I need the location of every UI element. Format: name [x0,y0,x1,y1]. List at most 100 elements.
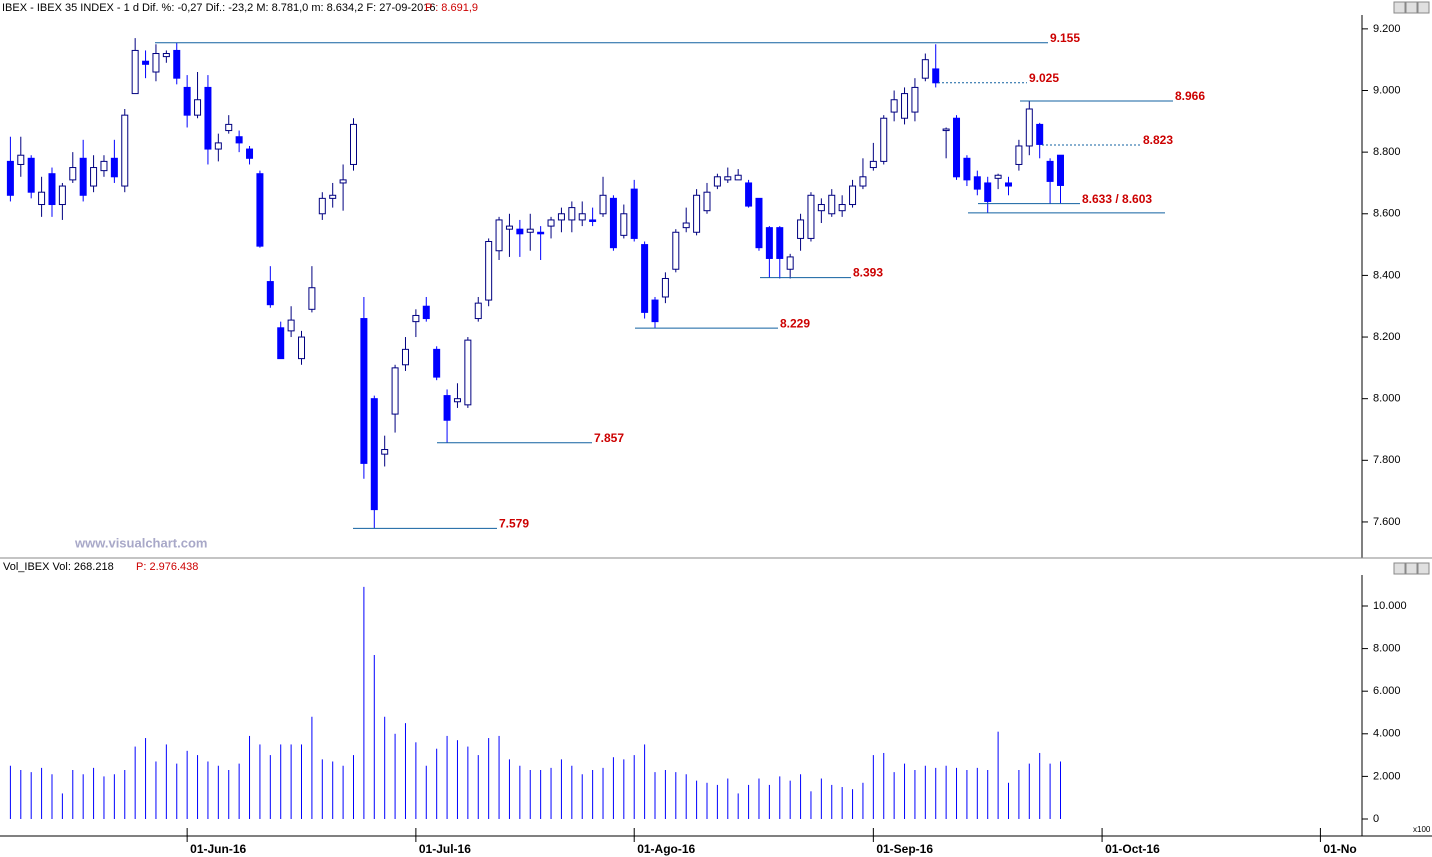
candle-body [246,148,254,159]
candle-body [298,336,306,360]
candle-body [849,185,857,206]
candle-body [880,117,888,162]
y-tick-label: 7.600 [1373,516,1401,528]
candle-body [183,86,191,116]
y-tick-label: 8.600 [1373,208,1401,220]
candle-body [807,194,815,239]
level-label: 9.155 [1050,31,1080,45]
candle-body [173,49,181,79]
btn-min[interactable] [1393,562,1406,575]
candle-body [287,319,295,332]
y-tick-label: 8.400 [1373,269,1401,281]
candle-body [682,222,690,229]
candle-body [308,287,316,310]
y-tick-label: 8.000 [1373,393,1401,405]
candle-body [557,213,565,221]
candle-body [661,277,669,298]
level-label: 8.633 / 8.603 [1082,192,1152,206]
candle-body [277,327,285,360]
x-tick-label: 01-Oct-16 [1105,842,1160,856]
candle-body [422,305,430,320]
level-label: 8.229 [780,316,810,330]
btn-max[interactable] [1405,562,1418,575]
candle-body [869,160,877,169]
candle-body [100,160,108,172]
candle-body [953,117,961,178]
btn-close[interactable] [1417,562,1430,575]
candle-body [516,228,524,235]
watermark: www.visualchart.com [74,535,207,550]
candle-body [48,173,56,206]
candle-body [630,188,638,239]
candle-body [412,314,420,323]
candle-body [921,59,929,79]
candle-body [381,449,389,455]
candle-body [901,93,909,119]
candle-body [984,182,992,202]
price-label: P : 8.691,9 [425,2,478,14]
candle-body [755,197,763,249]
y-tick-label: 0 [1373,813,1379,825]
candle-body [453,398,461,403]
candle-body [121,114,129,187]
candle-body [225,123,233,132]
candle-body [838,204,846,212]
candle-body [162,53,170,58]
candle-body [817,204,825,212]
btn-max[interactable] [1405,1,1418,14]
y-tick-label: 8.800 [1373,146,1401,158]
candle-body [1056,154,1064,186]
candle-body [578,213,586,221]
candle-body [932,68,940,84]
candle-body [152,53,160,73]
candle-body [620,213,628,236]
candle-body [745,182,753,207]
candle-body [204,86,212,150]
level-label: 8.966 [1175,89,1205,103]
candle-body [1005,182,1013,187]
y-tick-label: 4.000 [1373,728,1401,740]
candle-body [609,197,617,249]
candle-body [474,302,482,320]
unit-label: x100 [1413,825,1431,834]
candle-body [391,367,399,415]
candle-body [911,86,919,113]
candle-body [433,348,441,378]
candle-body [58,185,66,206]
candle-body [651,299,659,323]
candle-body [318,197,326,215]
candle-body [1025,108,1033,147]
candle-body [214,142,222,150]
candle-body [776,227,784,259]
candle-body [1015,145,1023,165]
level-label: 8.393 [853,266,883,280]
candle-body [266,281,274,306]
candle-body [713,176,721,187]
candle-body [142,60,150,65]
window-buttons[interactable] [1393,1,1430,575]
candle-body [90,167,98,187]
candle-body [329,194,337,199]
candle-body [401,348,409,366]
candle-body [360,318,368,464]
candle-body [589,219,597,222]
chart-title: IBEX - IBEX 35 INDEX - 1 d Dif. %: -0,27… [2,2,435,14]
candle-body [6,160,14,196]
volume-price: P: 2.976.438 [136,561,198,573]
candle-body [27,157,35,193]
x-tick-label: 01-Ago-16 [637,842,695,856]
level-label: 7.857 [594,431,624,445]
candle-body [339,179,347,184]
y-tick-label: 2.000 [1373,770,1401,782]
candle-body [38,191,46,206]
candle-body [786,256,794,270]
candle-body [1036,123,1044,145]
candle-body [131,49,139,95]
x-tick-label: 01-Jun-16 [190,842,246,856]
candle-body [69,167,77,181]
btn-close[interactable] [1417,1,1430,14]
candle-body [194,99,202,116]
btn-min[interactable] [1393,1,1406,14]
level-label: 8.823 [1143,133,1173,147]
candle-body [994,174,1002,179]
